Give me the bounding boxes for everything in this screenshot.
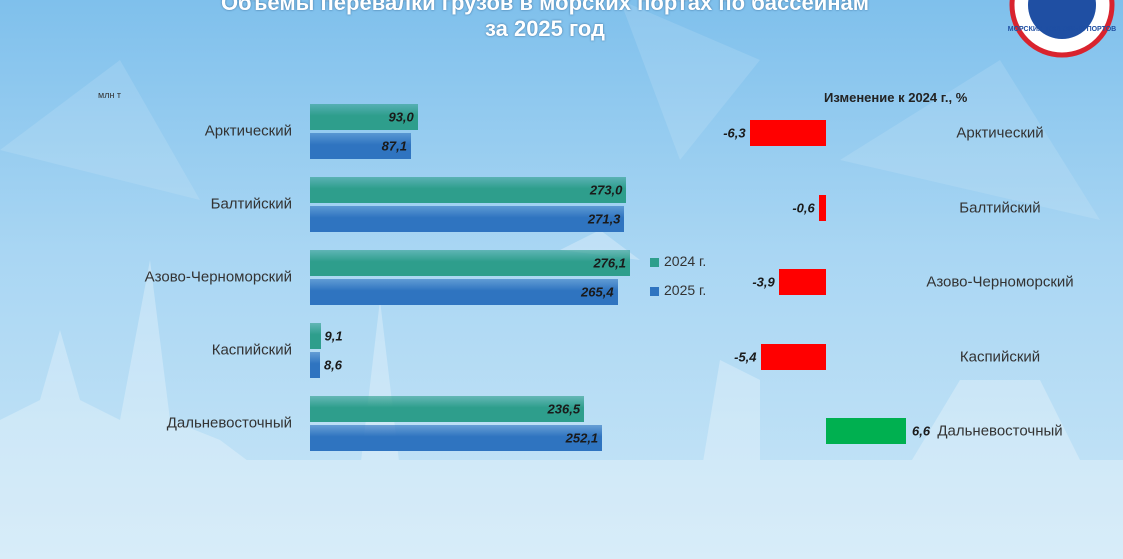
category-label: Арктический — [204, 122, 292, 140]
category-label: Каспийский — [959, 348, 1041, 365]
value-label: 93,0 — [388, 109, 414, 125]
category-label: Арктический — [956, 124, 1044, 142]
bar — [826, 418, 906, 444]
bar — [760, 343, 826, 370]
value-label: 236,5 — [547, 401, 581, 417]
logo: МОРСКИХ ТОРГОВЫХ ПОРТОВ — [1008, 0, 1116, 58]
bar — [310, 133, 411, 159]
value-label: 252,1 — [565, 430, 599, 446]
value-label: 87,1 — [381, 138, 407, 154]
value-label: 265,4 — [581, 284, 614, 300]
bar — [818, 194, 826, 221]
bar — [310, 250, 630, 276]
value-label: -5,4 — [734, 349, 757, 364]
change-title: Изменение к 2024 г., % — [824, 90, 968, 105]
bar — [310, 279, 618, 305]
value-label: 276,1 — [593, 255, 626, 271]
category-label: Каспийский — [211, 341, 292, 359]
bar — [778, 269, 826, 295]
value-label: 9,1 — [324, 328, 343, 344]
legend-label: 2025 г. — [664, 282, 707, 298]
category-label: Балтийский — [210, 195, 292, 213]
logo-text: МОРСКИХ ТОРГОВЫХ ПОРТОВ — [1008, 26, 1116, 33]
title: Объемы перевалки грузов в морских портах… — [220, 0, 870, 15]
bar — [310, 104, 418, 130]
value-label: 271,3 — [587, 211, 621, 227]
bar — [310, 206, 625, 232]
bar — [310, 323, 321, 349]
bar — [310, 396, 585, 422]
value-label: 8,6 — [323, 357, 343, 373]
subtitle: за 2025 год — [484, 16, 606, 41]
value-label: -3,9 — [752, 274, 775, 290]
category-label: Азово-Черноморский — [926, 273, 1074, 291]
bar — [310, 425, 603, 451]
value-label: 273,0 — [589, 182, 623, 198]
value-label: -0,6 — [792, 200, 815, 215]
legend-swatch — [650, 287, 659, 296]
legend-swatch — [650, 258, 659, 267]
category-label: Азово-Черноморский — [144, 268, 292, 286]
category-label: Дальневосточный — [166, 414, 292, 432]
category-label: Дальневосточный — [937, 422, 1063, 440]
legend-label: 2024 г. — [664, 253, 707, 269]
unit-label: млн т — [98, 90, 122, 100]
value-label: -6,3 — [723, 125, 746, 141]
bar — [310, 177, 627, 203]
category-label: Балтийский — [959, 199, 1041, 216]
bar — [310, 352, 320, 378]
bar — [749, 120, 826, 146]
value-label: 6,6 — [912, 423, 931, 439]
